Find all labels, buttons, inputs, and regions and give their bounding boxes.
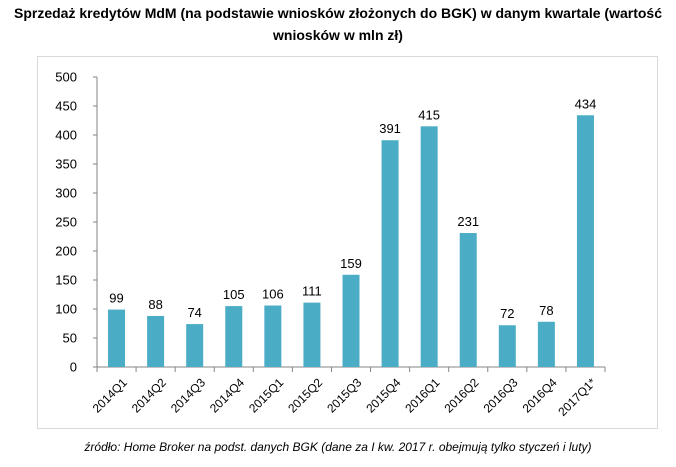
data-label: 105 [223,287,245,302]
chart-title-line2: wniosków w mln zł) [273,27,403,43]
x-tick-label: 2014Q4 [207,375,247,415]
data-label: 391 [379,121,401,136]
y-tick-label: 100 [55,302,77,317]
y-tick-label: 350 [55,157,77,172]
bar [576,115,594,367]
bar [147,315,165,367]
data-label: 106 [262,287,284,302]
source-note: źródło: Home Broker na podst. danych BGK… [84,440,592,454]
x-tick-label: 2014Q3 [168,375,208,415]
bar [264,305,282,367]
bar [303,302,321,367]
y-tick-label: 0 [70,360,77,375]
y-tick-label: 400 [55,128,77,143]
y-tick-label: 300 [55,186,77,201]
bar [459,233,477,367]
data-label: 231 [457,214,479,229]
x-tick-label: 2015Q2 [285,375,325,415]
y-tick-label: 150 [55,273,77,288]
bar [186,324,204,367]
bar-chart: 0 50 100 150 200 250 300 350 400 450 500 99 2014Q1 88… [55,70,606,419]
chart-title: Sprzedaż kredytów MdM (na podstawie wnio… [0,2,676,46]
y-tick-label: 200 [55,244,77,259]
x-tick-label: 2014Q2 [129,375,169,415]
chart-title-line1: Sprzedaż kredytów MdM (na podstawie wnio… [14,5,662,21]
data-label: 72 [500,306,514,321]
y-tick-label: 250 [55,215,77,230]
data-label: 99 [109,291,123,306]
bar [498,325,516,367]
x-tick-label: 2016Q3 [481,375,521,415]
data-label: 78 [539,303,553,318]
bar [420,126,438,367]
x-tick-label: 2014Q1 [90,375,130,415]
data-label: 415 [418,107,440,122]
y-tick-label: 500 [55,70,77,85]
bar [225,306,243,367]
data-label: 88 [148,297,162,312]
bar [381,140,399,367]
x-tick-label: 2016Q1 [402,375,442,415]
bar [342,274,360,367]
bar [537,321,555,367]
x-tick-label: 2015Q3 [324,375,364,415]
data-label: 111 [302,284,322,299]
data-label: 74 [187,305,201,320]
x-tick-label: 2015Q4 [363,375,403,415]
bar [108,309,126,367]
y-tick-label: 50 [63,331,77,346]
x-tick-label: 2017Q1* [555,375,599,419]
x-tick-label: 2015Q1 [246,375,286,415]
x-tick-label: 2016Q2 [441,375,481,415]
y-tick-label: 450 [55,99,77,114]
x-tick-label: 2016Q4 [520,375,560,415]
data-label: 434 [575,96,597,111]
data-label: 159 [340,256,362,271]
